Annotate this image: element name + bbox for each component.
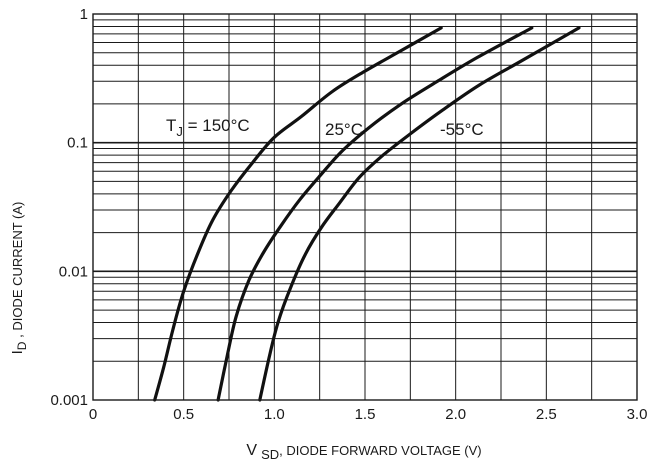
x-tick-label: 1.0 [264,406,285,423]
x-axis-tick-labels: 0 0.5 1.0 1.5 2.0 2.5 3.0 [89,406,648,423]
curve--55c [258,26,581,402]
curve-150c [153,26,443,402]
x-tick-label: 3.0 [627,406,648,423]
y-tick-label: 0.1 [67,135,88,152]
plot-frame [92,13,638,401]
x-tick-label: 0 [89,406,97,423]
grid-lines [93,14,637,400]
y-axis-tick-labels: 0.001 0.01 0.1 1 [50,6,88,409]
annotation-150c: TJ = 150°C [166,116,250,139]
x-tick-label: 1.5 [355,406,376,423]
y-tick-label: 0.01 [59,263,88,280]
curves [153,26,581,402]
y-tick-label: 1 [80,6,88,23]
x-tick-label: 2.5 [536,406,557,423]
x-tick-label: 0.5 [173,406,194,423]
annotation-minus55c: -55°C [440,120,484,139]
annotation-25c: 25°C [325,120,363,139]
x-axis-label: V SD, DIODE FORWARD VOLTAGE (V) [246,442,481,462]
x-tick-label: 2.0 [445,406,466,423]
y-axis-label: ID , DIODE CURRENT (A) [9,202,29,355]
y-tick-label: 0.001 [50,392,88,409]
curve-25c [216,26,534,402]
